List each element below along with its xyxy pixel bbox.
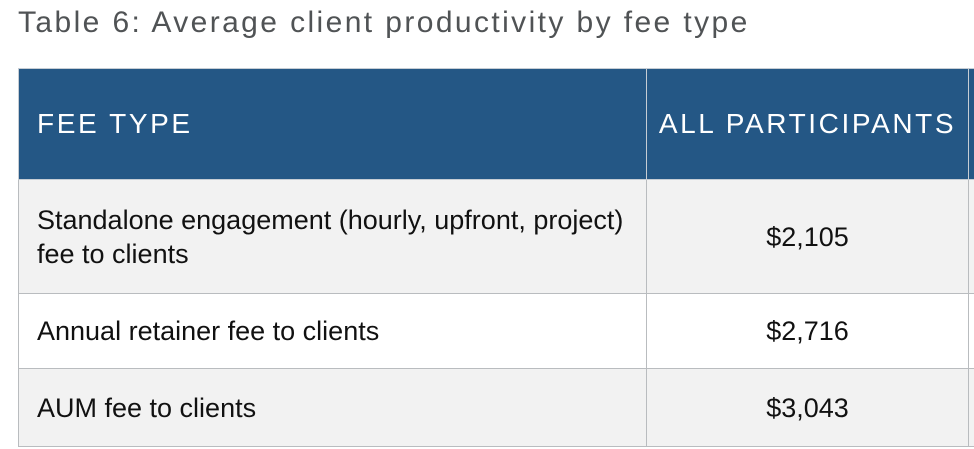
table-container: FEE TYPE ALL PARTICIPANTS Standalone eng… [18,68,974,449]
header-cutoff-column [968,68,974,180]
table-body: Standalone engagement (hourly, upfront, … [18,179,974,447]
fee-type-cell: AUM fee to clients [18,368,647,447]
header-all-participants: ALL PARTICIPANTS [646,68,969,180]
cutoff-cell [968,179,974,294]
cutoff-cell [968,368,974,447]
table-title: Table 6: Average client productivity by … [18,6,750,39]
table-row: AUM fee to clients $3,043 [18,368,974,447]
all-participants-cell: $3,043 [646,368,969,447]
fee-type-cell: Annual retainer fee to clients [18,293,647,369]
fee-type-cell: Standalone engagement (hourly, upfront, … [18,179,647,294]
all-participants-cell: $2,105 [646,179,969,294]
table-header: FEE TYPE ALL PARTICIPANTS [18,68,974,180]
header-row: FEE TYPE ALL PARTICIPANTS [18,68,974,180]
header-fee-type: FEE TYPE [18,68,647,180]
fee-type-table: FEE TYPE ALL PARTICIPANTS Standalone eng… [18,68,974,447]
table-row: Standalone engagement (hourly, upfront, … [18,179,974,294]
all-participants-cell: $2,716 [646,293,969,369]
table-row: Annual retainer fee to clients $2,716 [18,293,974,369]
cutoff-cell [968,293,974,369]
